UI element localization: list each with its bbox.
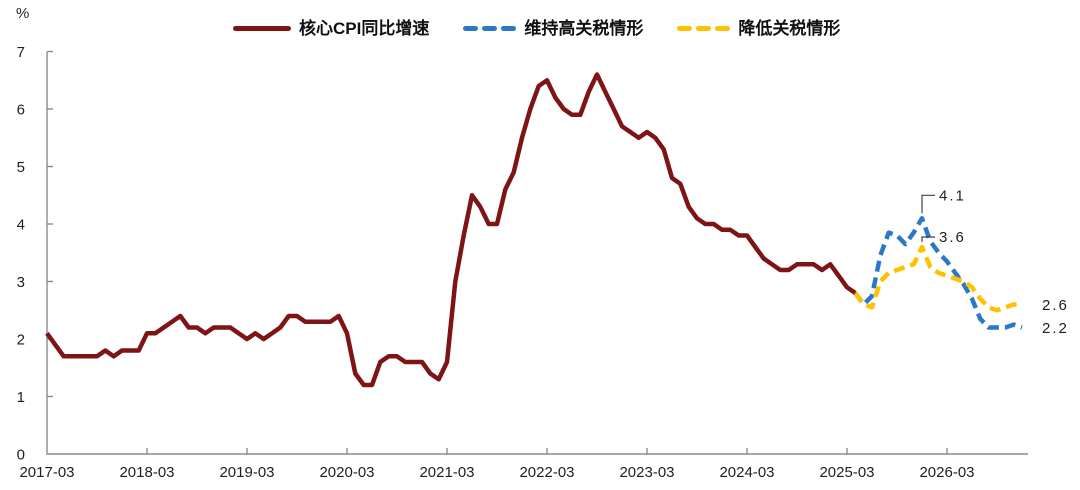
y-axis-unit-label: %	[16, 5, 30, 22]
series-line-high_tariff	[853, 216, 1023, 330]
x-tick-label: 2024-03	[719, 464, 774, 481]
x-tick-label: 2019-03	[219, 464, 274, 481]
x-tick-label: 2017-03	[19, 464, 74, 481]
x-tick-label: 2020-03	[319, 464, 374, 481]
callout-line	[921, 194, 935, 214]
x-tick-label: 2023-03	[619, 464, 674, 481]
end-value-label: 2.6	[1042, 297, 1069, 314]
x-tick-label: 2022-03	[519, 464, 574, 481]
legend-label-core-cpi: 核心CPI同比增速	[299, 19, 430, 38]
y-tick-label: 7	[17, 44, 25, 61]
y-tick-label: 6	[17, 102, 25, 119]
end-value-label: 2.2	[1042, 320, 1069, 337]
y-tick-label: 1	[17, 389, 25, 406]
series-line-low_tariff	[853, 244, 1022, 313]
legend-label-high-tariff: 维持高关税情形	[524, 19, 644, 38]
x-tick-label: 2025-03	[819, 464, 874, 481]
legend-solid-line-icon	[233, 26, 291, 31]
legend-label-low-tariff: 降低关税情形	[738, 19, 841, 38]
annotation-value: 3.6	[939, 229, 966, 246]
legend-dashed-line-icon	[677, 25, 731, 32]
y-tick-label: 3	[17, 274, 25, 291]
x-tick-label: 2018-03	[119, 464, 174, 481]
y-tick-label: 0	[17, 447, 25, 464]
legend-item-high-tariff: 维持高关税情形	[463, 20, 643, 37]
annotation-value: 4.1	[939, 187, 966, 204]
x-tick-label: 2026-03	[919, 464, 974, 481]
x-tick-label: 2021-03	[419, 464, 474, 481]
legend-item-core-cpi: 核心CPI同比增速	[233, 20, 429, 37]
y-tick-label: 2	[17, 332, 25, 349]
series-line-history	[45, 72, 857, 388]
legend-dashed-line-icon	[463, 25, 517, 32]
y-tick-label: 5	[17, 159, 25, 176]
legend-item-low-tariff: 降低关税情形	[677, 20, 840, 37]
y-tick-label: 4	[17, 217, 25, 234]
axis-lines	[46, 51, 1028, 455]
callout-line	[921, 236, 935, 242]
chart-legend: 核心CPI同比增速 维持高关税情形 降低关税情形	[233, 20, 840, 37]
